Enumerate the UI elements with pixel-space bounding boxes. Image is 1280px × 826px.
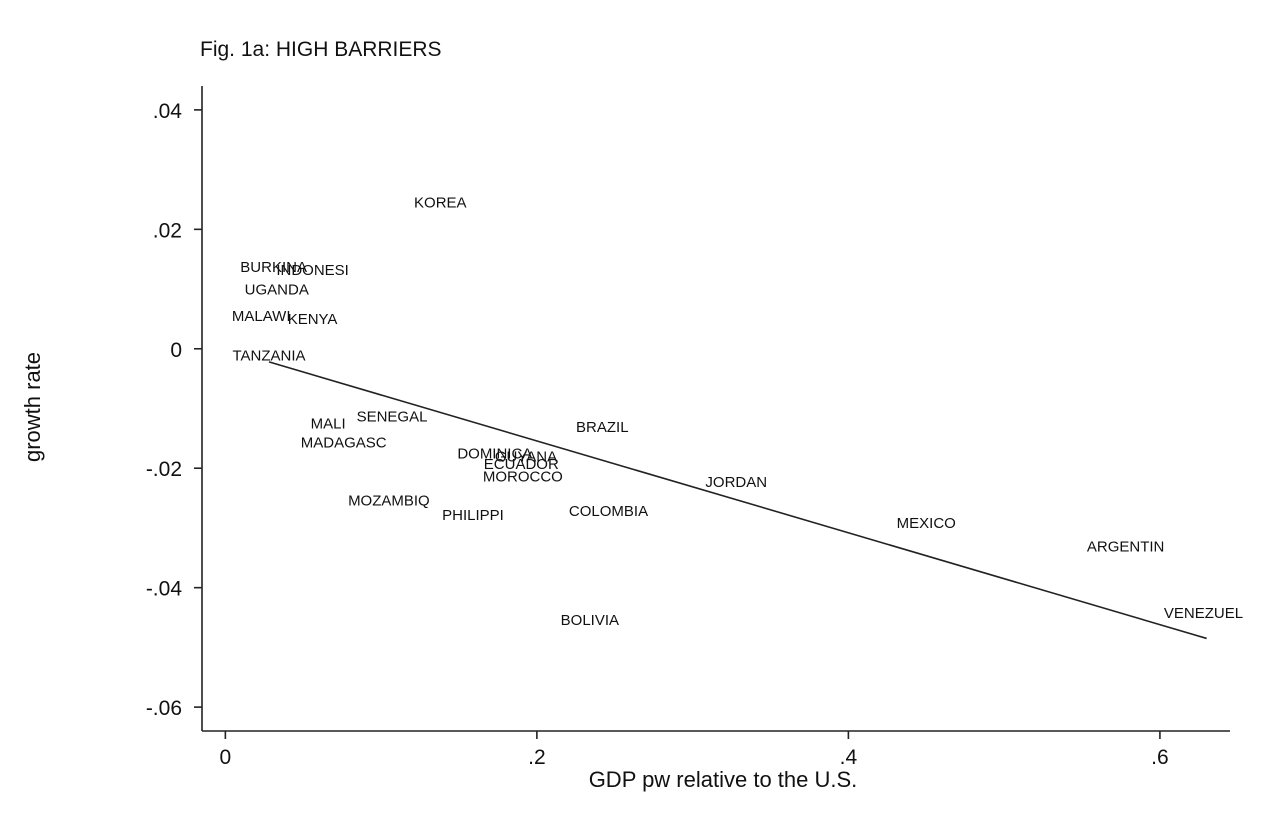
point-label-kenya: KENYA [288,311,338,328]
point-label-tanzania: TANZANIA [232,347,305,364]
y-tick-label: 0 [170,339,182,362]
point-label-uganda: UGANDA [245,282,309,299]
fit-line-group [268,361,1207,640]
point-label-mali: MALI [311,415,346,432]
y-axis-title: growth rate [20,352,45,462]
x-tick-label: .2 [528,746,546,769]
point-label-colombia: COLOMBIA [569,503,648,520]
x-axis-title: GDP pw relative to the U.S. [589,767,858,792]
point-label-philippi: PHILIPPI [442,507,504,524]
point-label-mexico: MEXICO [897,515,956,532]
y-tick-label: .04 [153,100,183,123]
point-label-morocco: MOROCCO [483,469,563,486]
point-label-indonesi: INDONESI [276,262,349,279]
fit-line [268,361,1207,640]
x-axis: 0 .2 .4 .6 [202,730,1230,769]
x-tick-label: .6 [1151,746,1169,769]
y-axis: .04 .02 0 -.02 -.04 -.06 [146,86,203,731]
point-label-burkina: BURKINA [240,259,307,276]
point-label-mozambiq: MOZAMBIQ [348,492,430,509]
point-label-jordan: JORDAN [705,474,767,491]
point-label-guyana: GUYANA [495,448,557,465]
point-label-dominica: DOMINICA [457,445,532,462]
point-label-brazil: BRAZIL [576,419,629,436]
point-label-madagasc: MADAGASC [301,435,387,452]
point-label-senegal: SENEGAL [357,408,428,425]
y-tick-label: -.04 [146,578,183,601]
y-tick-label: -.06 [146,697,182,720]
point-label-argentin: ARGENTIN [1087,538,1165,555]
x-tick-label: 0 [220,746,232,769]
y-tick-label: -.02 [146,458,182,481]
point-label-ecuador: ECUADOR [484,456,559,473]
y-tick-label: .02 [153,219,182,242]
point-label-korea: KOREA [414,194,467,211]
point-label-malawi: MALAWI [232,308,291,325]
x-tick-label: .4 [840,746,858,769]
point-label-bolivia: BOLIVIA [561,612,619,629]
chart-title: Fig. 1a: HIGH BARRIERS [200,38,442,61]
point-label-venezuel: VENEZUEL [1164,605,1243,622]
